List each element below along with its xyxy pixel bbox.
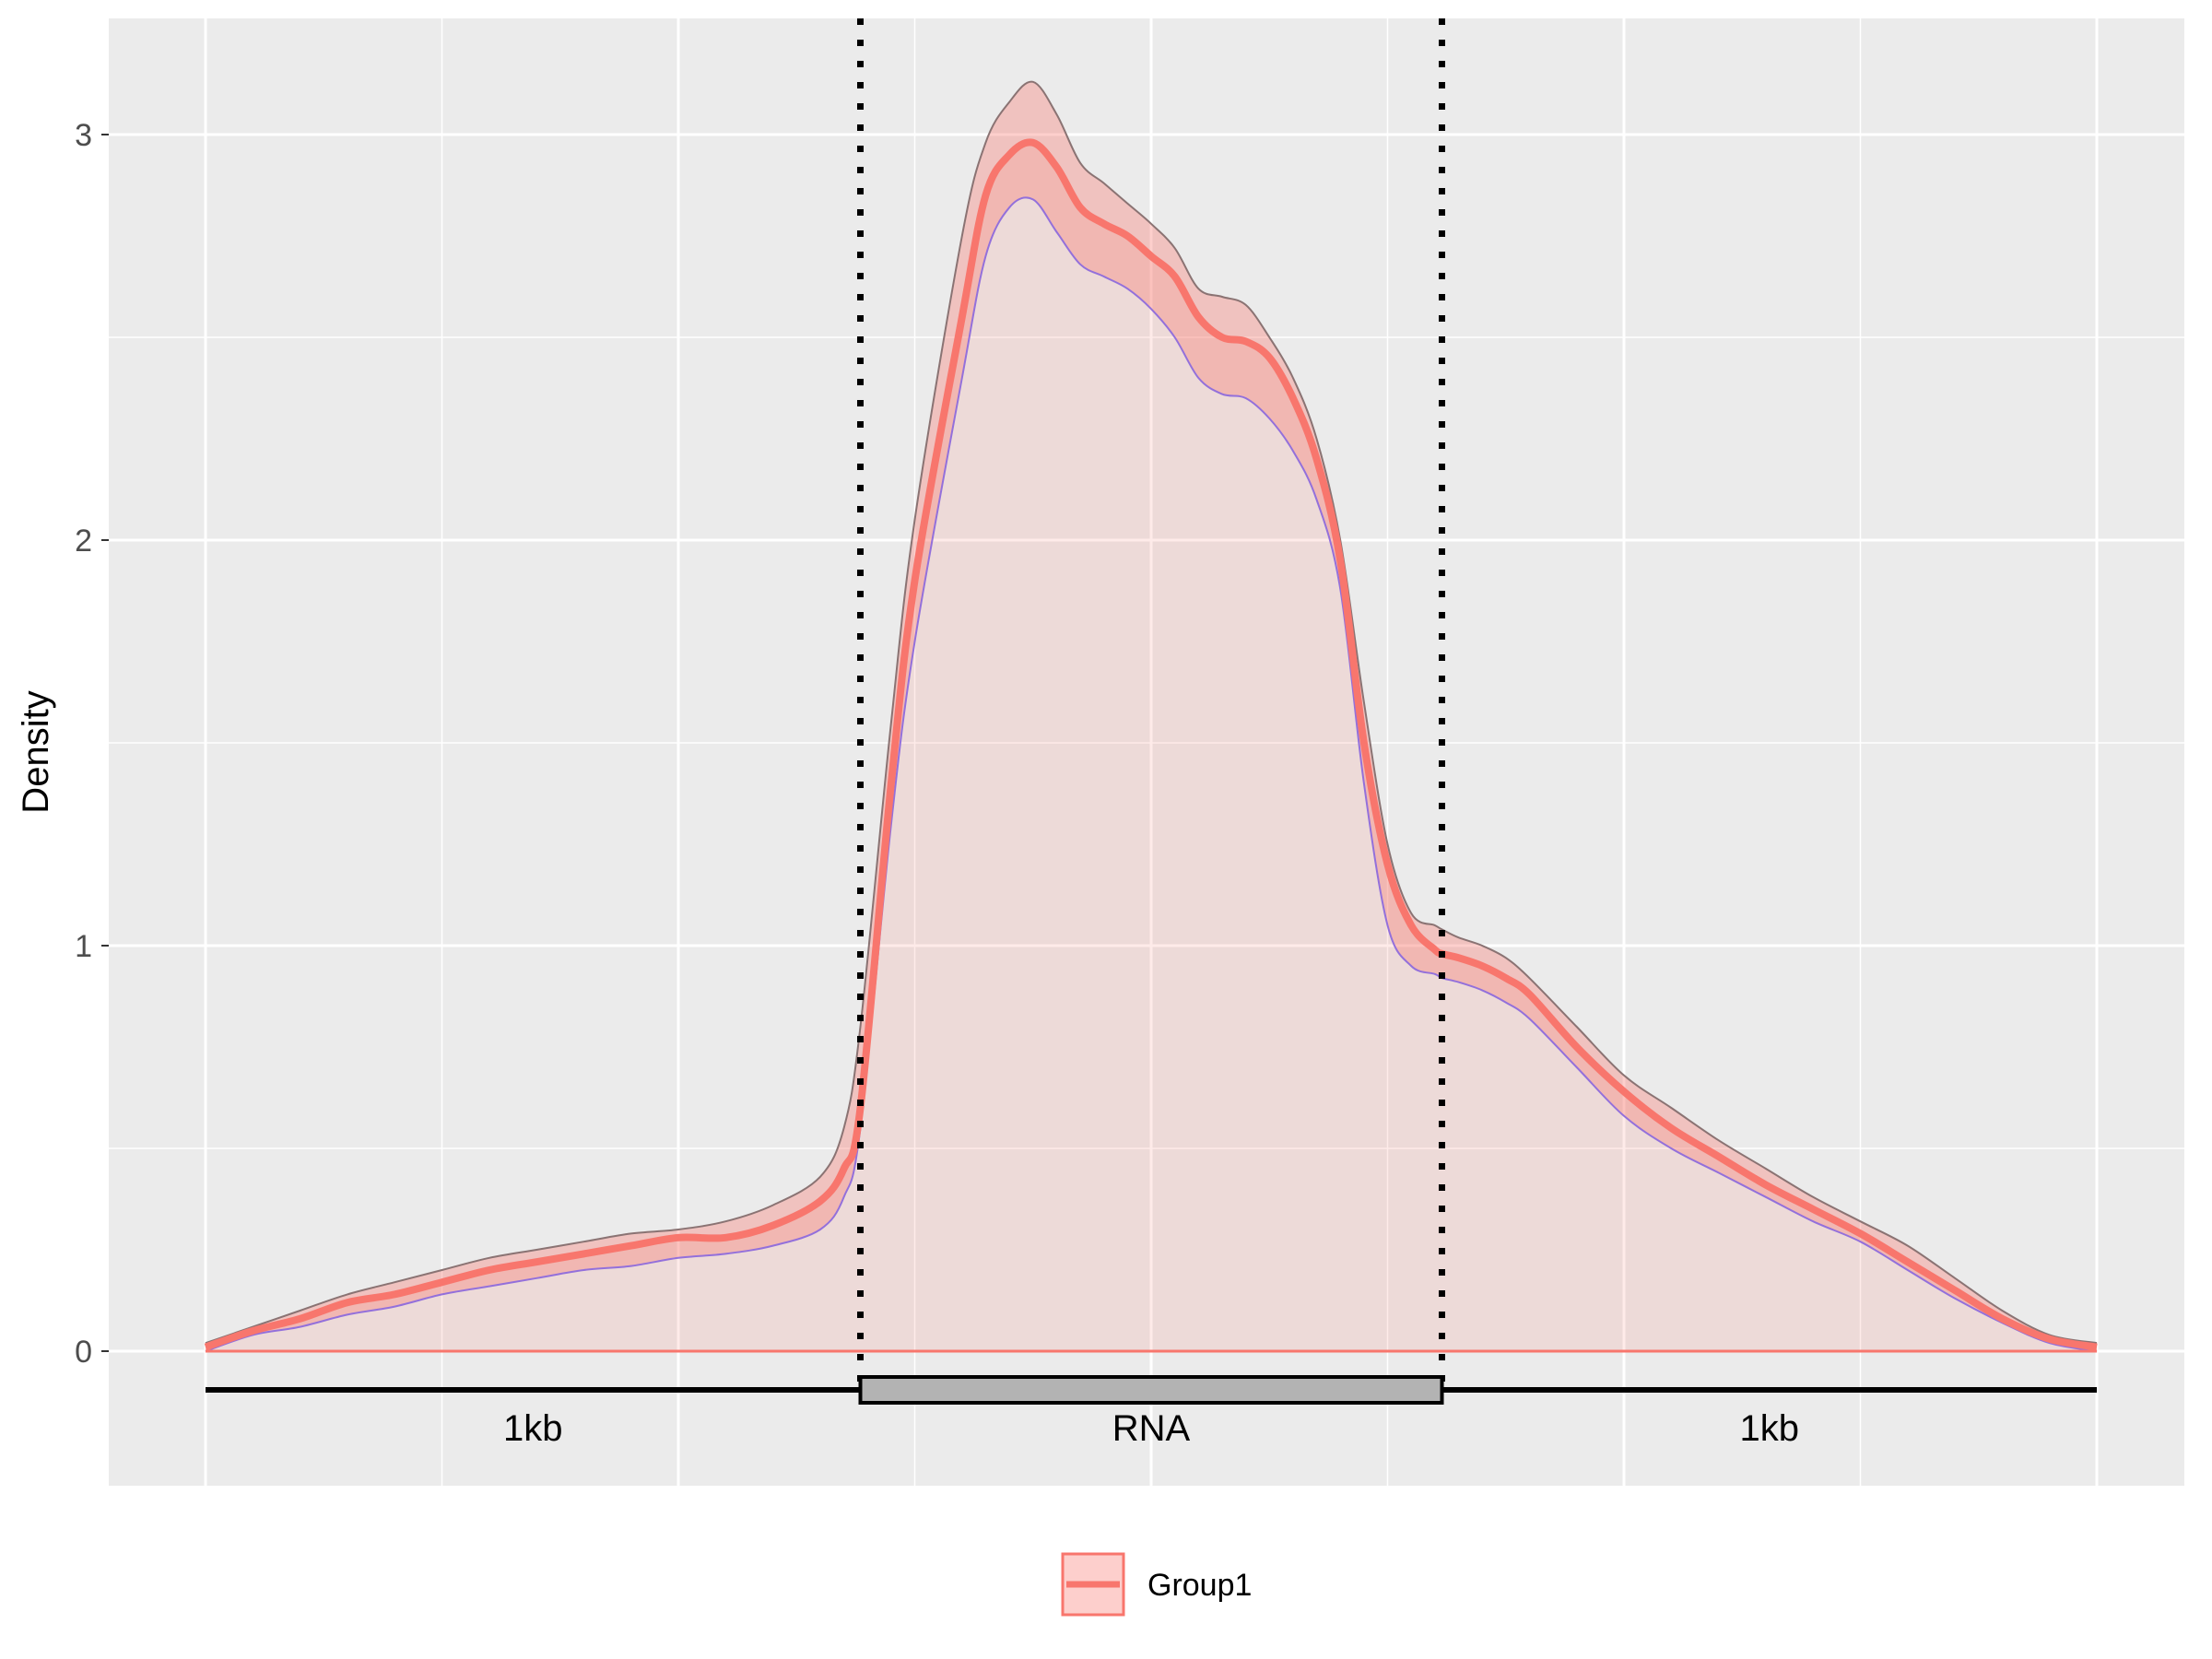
- region-label-1: RNA: [1112, 1408, 1191, 1449]
- band-lower-edge: [205, 196, 2098, 1352]
- gene-model: 1kb RNA 1kb: [206, 1375, 2097, 1449]
- y-tick-label-0: 0: [75, 1335, 92, 1370]
- region-line-2: [1441, 1387, 2097, 1393]
- legend-label: Group1: [1147, 1568, 1252, 1603]
- y-axis-ticks: 0 1 2 3: [75, 118, 109, 1370]
- legend: Group1: [1061, 1552, 1252, 1617]
- band-upper-edge: [205, 80, 2098, 1345]
- confidence-band-layer: [205, 80, 2098, 1352]
- region-box-1: [858, 1375, 1444, 1405]
- density-area: [206, 142, 2097, 1352]
- region-label-0: 1kb: [503, 1408, 563, 1449]
- region-boundaries: [857, 18, 1445, 1388]
- y-tick-label-1: 1: [75, 929, 92, 964]
- y-tick-label-3: 3: [75, 118, 92, 153]
- y-tick-label-2: 2: [75, 524, 92, 559]
- region-line-0: [206, 1387, 861, 1393]
- y-axis-title: Density: [16, 690, 56, 813]
- density-line-layer: [204, 138, 2098, 1351]
- density-line: [204, 138, 2098, 1351]
- region-label-2: 1kb: [1739, 1408, 1799, 1449]
- panel-background: [109, 18, 2184, 1486]
